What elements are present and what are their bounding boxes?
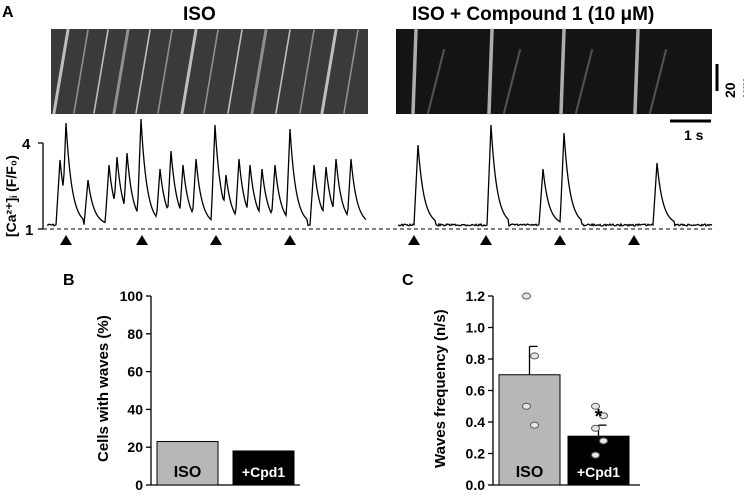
trace-ytick-4: 4 bbox=[22, 136, 31, 153]
panel-a-letter: A bbox=[2, 4, 14, 21]
y-tick-label: 100 bbox=[120, 288, 144, 304]
stimulus-arrowhead bbox=[136, 235, 148, 245]
bar-iso bbox=[498, 374, 561, 486]
y-tick-label: 40 bbox=[127, 401, 143, 417]
panel-a-figure: 4 1 [Ca²⁺]ᵢ (F/F₀) bbox=[3, 28, 719, 245]
y-tick-label: 60 bbox=[127, 364, 143, 380]
y-tick-label: 20 bbox=[127, 439, 143, 455]
bar-cpd1 bbox=[567, 435, 630, 486]
stimulus-arrowhead bbox=[284, 235, 296, 245]
category-label: +Cpd1 bbox=[242, 464, 285, 480]
bar-cpd1 bbox=[232, 450, 295, 486]
chart-b-ylabel: Cells with waves (%) bbox=[95, 315, 112, 462]
data-point bbox=[522, 292, 531, 300]
category-label: +Cpd1 bbox=[577, 464, 620, 480]
calcium-trace-iso bbox=[46, 118, 367, 227]
y-tick-label: 80 bbox=[127, 326, 143, 342]
trace-ytick-1: 1 bbox=[25, 222, 33, 239]
data-point bbox=[599, 412, 608, 420]
y-tick-label: 0.8 bbox=[466, 351, 486, 367]
stimulus-arrowhead bbox=[60, 235, 72, 245]
panel-a-right-title: ISO + Compound 1 (10 μM) bbox=[412, 4, 655, 25]
chart-c-ylabel: Waves frequency (n/s) bbox=[432, 309, 449, 468]
linescan-image-compound bbox=[396, 28, 712, 115]
y-tick-label: 0.6 bbox=[466, 383, 486, 399]
chart-c: Waves frequency (n/s) 0.0 0.2 0.4 0.6 0.8 1.0… bbox=[432, 288, 640, 493]
vertical-scale-label: 20 μm bbox=[722, 76, 744, 98]
y-tick-label: 1.2 bbox=[466, 288, 486, 304]
bar-iso bbox=[156, 441, 219, 486]
stimulus-arrowhead bbox=[210, 235, 222, 245]
data-point bbox=[591, 451, 600, 459]
data-point bbox=[599, 437, 608, 445]
data-point bbox=[591, 402, 600, 410]
data-point bbox=[530, 352, 539, 360]
category-label: ISO bbox=[516, 464, 544, 481]
y-tick-label: 0.2 bbox=[466, 446, 486, 462]
data-point bbox=[530, 421, 539, 429]
data-point bbox=[591, 424, 600, 432]
chart-b: Cells with waves (%) 0 20 40 60 80 100 ISO +Cp… bbox=[95, 288, 300, 493]
stimulus-arrowhead bbox=[408, 235, 420, 245]
y-tick-label: 0.4 bbox=[466, 414, 486, 430]
significance-annotation: * bbox=[595, 406, 603, 428]
panel-a-left-title: ISO bbox=[183, 4, 216, 25]
linescan-image-iso bbox=[51, 28, 368, 115]
data-point bbox=[522, 402, 531, 410]
panel-c-letter: C bbox=[402, 272, 414, 289]
category-label: ISO bbox=[174, 464, 202, 481]
stimulus-arrowhead bbox=[554, 235, 566, 245]
horizontal-scale-label: 1 s bbox=[684, 127, 704, 143]
y-tick-label: 0 bbox=[135, 477, 143, 493]
y-tick-label: 0.0 bbox=[466, 477, 486, 493]
stimulus-arrowhead bbox=[628, 235, 640, 245]
calcium-trace-compound bbox=[397, 124, 713, 228]
panel-b-letter: B bbox=[63, 272, 75, 289]
stimulus-arrowhead bbox=[480, 235, 492, 245]
trace-ylabel: [Ca²⁺]ᵢ (F/F₀) bbox=[3, 155, 19, 237]
y-tick-label: 1.0 bbox=[466, 320, 486, 336]
